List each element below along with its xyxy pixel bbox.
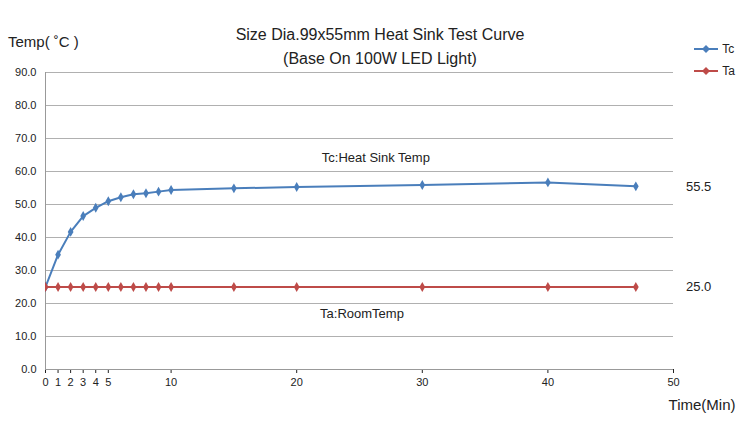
svg-text:60.0: 60.0	[15, 165, 36, 177]
svg-text:20.0: 20.0	[15, 297, 36, 309]
html-text:Tc: Tc	[722, 42, 735, 56]
svg-text:Time(Min): Time(Min)	[669, 396, 736, 413]
svg-text:50.0: 50.0	[15, 198, 36, 210]
svg-text:0.0: 0.0	[21, 363, 36, 375]
svg-text:2: 2	[68, 376, 74, 388]
svg-text:Tc:Heat Sink Temp: Tc:Heat Sink Temp	[322, 150, 430, 165]
svg-text:1: 1	[55, 376, 61, 388]
svg-text:70.0: 70.0	[15, 132, 36, 144]
svg-text:55.5: 55.5	[686, 179, 711, 194]
svg-text:80.0: 80.0	[15, 99, 36, 111]
svg-text:30: 30	[416, 376, 428, 388]
svg-text:4: 4	[93, 376, 99, 388]
svg-text:25.0: 25.0	[686, 279, 711, 294]
svg-text:3: 3	[80, 376, 86, 388]
html-text:Temp( ˚C ): Temp( ˚C )	[8, 33, 79, 50]
svg-text:40.0: 40.0	[15, 231, 36, 243]
svg-text:30.0: 30.0	[15, 264, 36, 276]
svg-text:10.0: 10.0	[15, 330, 36, 342]
svg-text:10: 10	[165, 376, 177, 388]
svg-text:40: 40	[542, 376, 554, 388]
svg-text:50: 50	[667, 376, 679, 388]
html-text:Size Dia.99x55mm Heat Sink Tes: Size Dia.99x55mm Heat Sink Test Curve	[235, 26, 525, 43]
svg-text:90.0: 90.0	[15, 66, 36, 78]
svg-text:0: 0	[42, 376, 48, 388]
html-text:(Base On 100W LED Light): (Base On 100W LED Light)	[283, 50, 477, 67]
html-text:Ta: Ta	[722, 64, 735, 78]
svg-text:Ta:RoomTemp: Ta:RoomTemp	[320, 306, 404, 321]
svg-text:20: 20	[291, 376, 303, 388]
svg-text:5: 5	[105, 376, 111, 388]
